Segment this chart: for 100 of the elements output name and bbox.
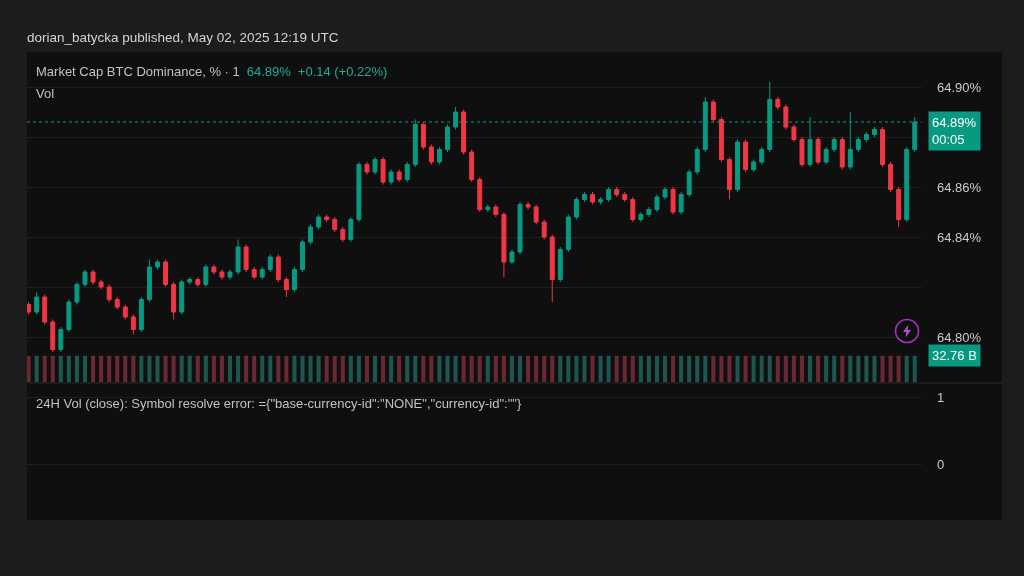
candlestick [445,124,450,153]
candlestick [477,176,483,213]
candlestick [775,96,781,110]
chart-title: Vol [36,86,55,101]
candlestick [243,244,249,273]
candlestick [461,109,467,155]
candlestick [308,224,314,245]
candlestick [694,146,700,175]
candlestick [469,149,475,183]
candlestick [235,239,241,275]
candlestick [759,146,765,165]
candlestick [888,161,894,193]
candlestick [332,216,338,233]
candlestick [106,284,112,303]
candlestick [34,291,40,315]
candlestick [743,139,749,173]
candlestick [863,131,869,143]
y-tick-label: 64.80% [937,329,982,345]
candlestick [267,254,273,273]
candlestick [98,279,104,290]
candlestick [726,156,732,200]
candlestick [839,136,845,170]
candlestick [549,234,555,303]
candlestick [678,191,684,215]
candlestick [493,204,499,218]
candlestick [187,276,193,285]
candlestick [509,249,515,265]
candlestick [42,294,48,325]
candlestick [581,191,587,203]
candlestick [735,139,740,193]
candlestick [799,136,805,168]
candlestick [171,281,177,320]
annotation: +0.14 (+0.22%) [297,64,388,79]
candlestick [823,146,829,165]
candlestick [598,196,604,205]
candlestick [66,299,72,333]
candlestick [275,254,281,283]
candlestick [565,214,571,253]
ref-line-label: 64.89% 00:05 [932,115,977,147]
candlestick [122,304,128,320]
y-tick-label: 0 [937,456,945,472]
candlestick [541,219,547,240]
candlestick [396,169,402,183]
candlestick [324,214,330,223]
candlestick [638,211,644,223]
candlestick [436,146,442,165]
candlestick [428,144,434,165]
candlestick [163,259,169,288]
candlestick [195,276,201,288]
candlestick [227,269,233,280]
candlestick [283,276,289,298]
annotation: 64.89% [246,64,291,79]
candlestick [614,186,620,198]
candlestick [517,201,523,255]
candlestick [50,319,56,353]
candlestick [718,116,724,163]
candlestick [710,99,716,123]
candlestick [501,211,507,278]
candlestick [130,314,136,335]
candlestick [90,269,96,285]
candlestick [896,186,902,228]
candlestick [590,191,595,205]
candlestick [203,264,209,288]
candlestick [259,266,265,280]
candlestick [291,266,297,293]
candlestick [316,214,322,230]
candlestick [525,201,531,210]
candlestick [662,186,668,200]
candlestick [606,186,612,203]
candlestick [251,266,257,280]
candlestick [340,226,346,243]
candlestick [654,194,660,213]
candlestick [372,156,378,175]
candlestick [404,161,410,183]
candlestick [880,126,885,168]
y-tick-label: 1 [937,390,945,406]
text: dorian_batycka published, May 02, 2025 12:19 UTC [27,30,339,45]
candlestick [114,296,120,310]
candlestick [872,126,877,138]
candlestick [815,136,821,165]
text: 24H Vol (close): Symbol resolve error: ={"base-currency-id":"NONE","currency-id":""} [36,396,522,411]
candlestick [855,136,861,153]
candlestick [300,239,305,273]
candlestick [831,136,837,153]
y-tick-label: 64.90% [937,79,982,95]
candlestick [380,156,386,185]
candlestick [356,161,362,223]
candlestick [622,191,628,203]
candlestick [219,269,225,280]
candlestick [58,326,64,353]
candlestick [179,279,185,315]
y-tick-label: 64.84% [937,229,982,245]
candlestick [155,259,160,270]
candlestick [348,216,354,243]
candlestick [573,196,579,220]
candlestick [533,204,539,225]
candlestick [388,169,394,185]
candlestick [364,161,370,175]
candlestick [557,246,563,283]
candlestick [670,186,676,215]
